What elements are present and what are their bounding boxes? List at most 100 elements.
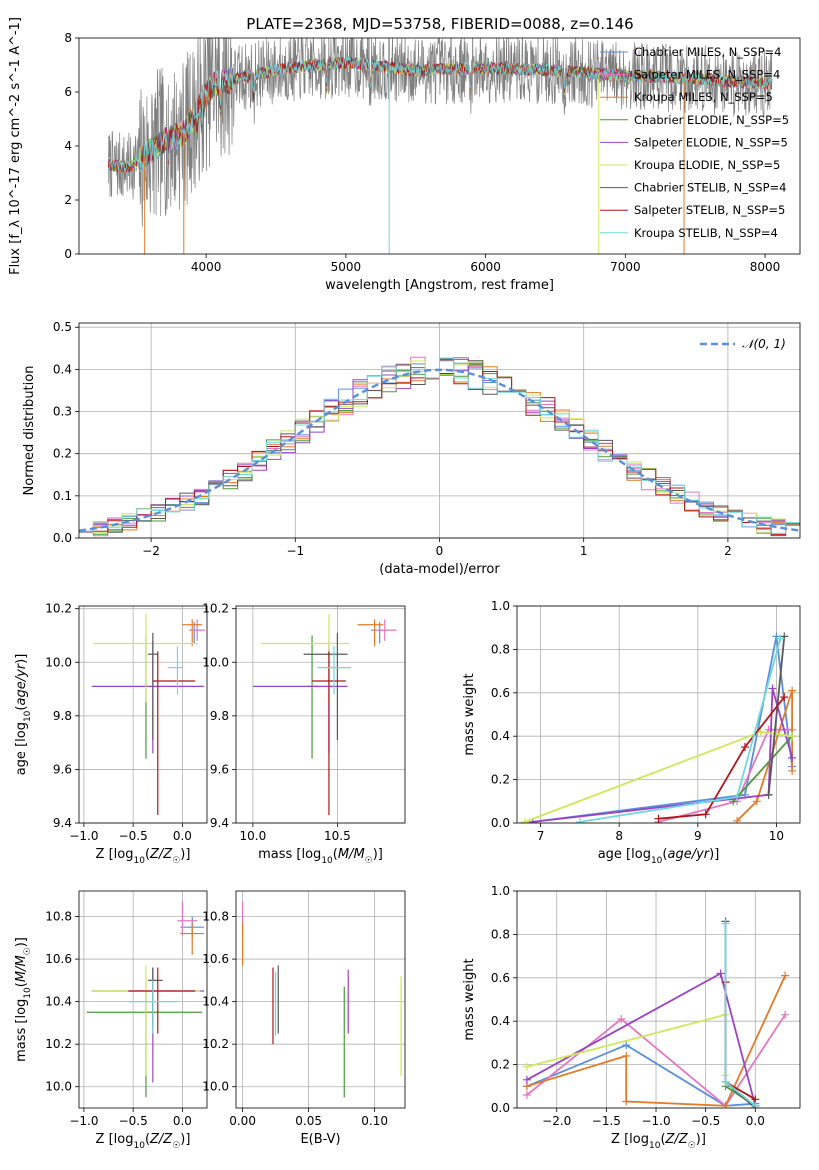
error-cross	[252, 640, 348, 754]
weight-series-line	[658, 728, 793, 823]
x-tick-label: 4000	[191, 260, 222, 274]
x-tick-label: −1.0	[69, 829, 98, 843]
axes-frame	[78, 890, 208, 1109]
x-tick-label: 0.0	[173, 1114, 192, 1128]
residual-histogram-step	[79, 357, 800, 534]
y-tick-label: 10.2	[202, 602, 229, 616]
x-tick-label: 0.00	[229, 1114, 256, 1128]
weight-point-marker	[788, 766, 797, 775]
x-tick-label: −0.5	[119, 829, 148, 843]
weight-point-marker	[701, 810, 710, 819]
y-tick-label: 9.6	[53, 762, 72, 776]
error-cross	[147, 632, 158, 740]
x-tick-label: 8000	[750, 260, 781, 274]
x-tick-label: 10.5	[324, 829, 351, 843]
legend-label: Kroupa STELIB, N_SSP=4	[634, 226, 778, 240]
error-cross	[147, 967, 163, 1028]
y-tick-label: 0.5	[53, 320, 72, 334]
weight-point-marker	[575, 817, 584, 823]
y-tick-label: 0.6	[491, 686, 510, 700]
y-tick-label: 10.0	[45, 1080, 72, 1094]
error-cross	[357, 619, 384, 647]
y-tick-label: 10.2	[45, 1037, 72, 1051]
weight-point-marker	[654, 814, 663, 823]
axes-mass_vs_ebv: 0.00 0.05 0.10 10.0 10.2 10.4 10.6 10.8 E(B-V)	[202, 890, 406, 1147]
y-tick-label: 9.4	[210, 816, 229, 830]
x-tick-label: 0.0	[746, 1114, 765, 1128]
weight-point-marker	[780, 693, 789, 702]
x-tick-label: 6000	[470, 260, 501, 274]
plot-area-residuals	[79, 356, 800, 537]
y-tick-label: 1.0	[491, 884, 510, 898]
weight-point-marker	[781, 1010, 790, 1019]
error-cross	[317, 646, 351, 695]
spectrum-y-label: Flux [f_λ 10^-17 erg cm^-2 s^-1 A^-1]	[8, 17, 23, 275]
error-cross	[167, 646, 183, 695]
error-cross	[312, 651, 346, 815]
y-tick-label: 9.6	[210, 762, 229, 776]
y-tick-label: 0.2	[491, 773, 510, 787]
y-tick-label: 6	[64, 85, 72, 99]
x-tick-label: 10.0	[240, 829, 267, 843]
error-cross	[182, 619, 203, 647]
y-tick-label: 10.2	[45, 602, 72, 616]
axes-frame	[235, 890, 406, 1109]
legend-label: Salpeter MILES, N_SSP=4	[634, 68, 780, 82]
weight-point-marker	[752, 797, 761, 806]
x-tick-label: −1	[286, 544, 304, 558]
weight-point-marker	[764, 790, 773, 799]
x-tick-label: −2.0	[542, 1114, 571, 1128]
residuals-x-label: (data-model)/error	[379, 562, 500, 577]
plot-area-mass_vs_ebv	[242, 901, 402, 1098]
y-tick-label: 10.6	[45, 952, 72, 966]
y-tick-label: 9.8	[210, 709, 229, 723]
weight-point-marker	[751, 1101, 760, 1108]
legend-label: Kroupa MILES, N_SSP=5	[634, 90, 773, 104]
error-cross	[261, 614, 350, 703]
weight-point-marker	[776, 634, 785, 643]
x-tick-label: 7000	[610, 260, 641, 274]
x-tick-label: 0.10	[361, 1114, 388, 1128]
plot-area-spectrum	[107, 38, 773, 254]
weight-series-line	[532, 688, 793, 823]
error-cross	[128, 980, 178, 1034]
spectrum-x-label: wavelength [Angstrom, rest frame]	[325, 278, 554, 293]
legend-label: 𝒩(0, 1)	[742, 337, 786, 351]
axes-frame	[516, 605, 801, 824]
z-axis-label: Z [log10(Z/Z☉)]	[96, 847, 191, 866]
residuals-y-label: Normed distribution	[22, 366, 37, 496]
weight-point-marker	[788, 753, 797, 762]
x-tick-label: −2	[142, 544, 160, 558]
mass-axis-label: mass [log10(M/M☉)]	[258, 847, 383, 866]
x-tick-label: 7	[537, 829, 545, 843]
weight-series-line	[532, 636, 793, 823]
axes-frame	[516, 890, 801, 1109]
x-tick-label: −1.0	[69, 1114, 98, 1128]
weight-point-marker	[740, 743, 749, 752]
weight-series-line	[658, 696, 786, 820]
weight-point-marker	[622, 1051, 631, 1060]
y-tick-label: 1.0	[491, 599, 510, 613]
weight-point-marker	[780, 632, 789, 641]
legend-label: Salpeter STELIB, N_SSP=5	[634, 203, 785, 217]
weight-point-marker	[721, 1077, 730, 1086]
x-tick-label: 0.05	[295, 1114, 322, 1128]
weight-series-line	[579, 638, 782, 823]
plot-area-mass_vs_Z	[86, 901, 205, 1098]
y-tick-label: 0.2	[53, 447, 72, 461]
y-tick-label: 2	[64, 193, 72, 207]
weight-point-marker	[733, 816, 742, 823]
x-tick-label: −0.5	[119, 1114, 148, 1128]
y-tick-label: 0.4	[53, 362, 72, 376]
weight-point-marker	[522, 1090, 531, 1099]
error-cross	[303, 632, 348, 740]
y-tick-label: 10.0	[45, 655, 72, 669]
plot-area-weight_vs_Z	[522, 917, 790, 1108]
y-tick-label: 10.2	[202, 1037, 229, 1051]
axes-age_vs_Z: −1.0 −0.5 0.0 9.4 9.6 9.8 10.0 10.2 Z [log10(Z/Z…	[14, 602, 208, 866]
mass-axis-label: mass [log10(M/M☉)]	[14, 937, 33, 1062]
weight-series-line	[732, 735, 793, 802]
mass-weight-y-label: mass weight	[462, 673, 477, 755]
age-axis-label: age [log10(age/yr)]	[14, 654, 33, 776]
